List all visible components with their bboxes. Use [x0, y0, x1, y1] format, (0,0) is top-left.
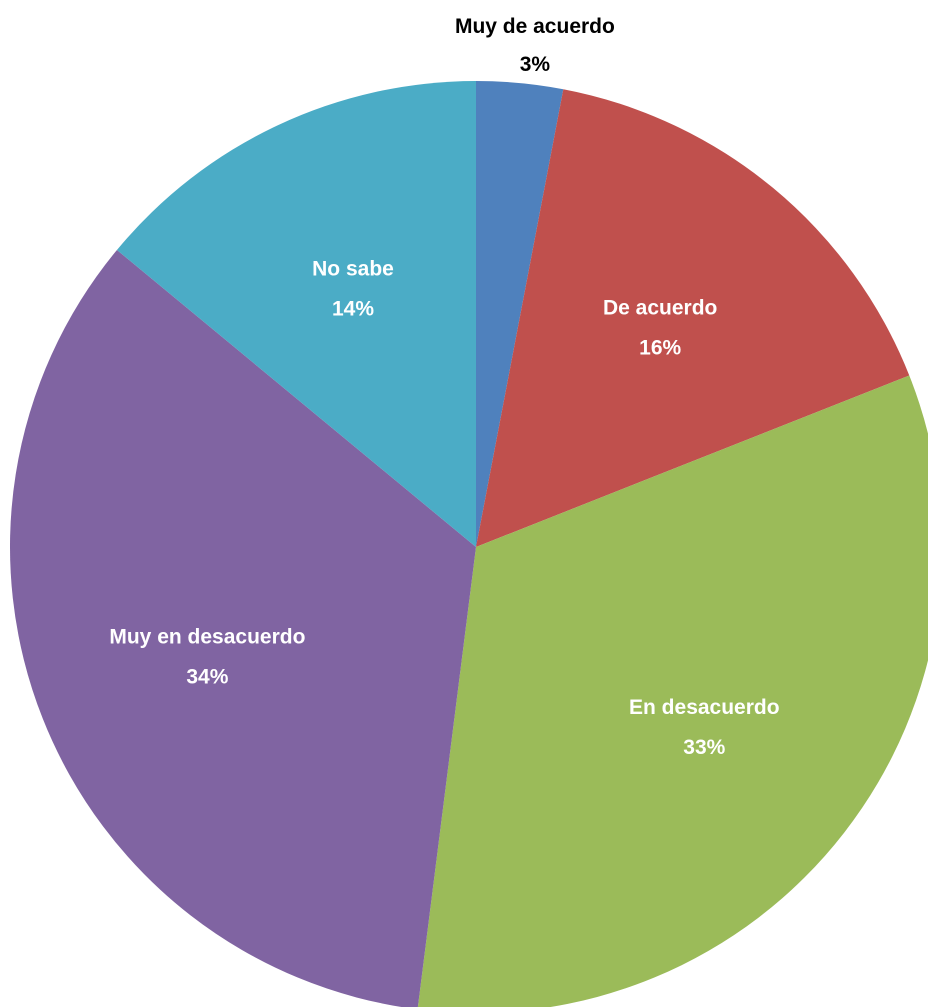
pie-slice-de-acuerdo — [476, 89, 910, 547]
slice-percent-de-acuerdo: 16% — [639, 336, 681, 359]
slice-label-de-acuerdo: De acuerdo — [603, 296, 717, 319]
pie-slices — [9, 81, 928, 1007]
pie-labels: Muy de acuerdo 3% De acuerdo 16% En desacuer… — [109, 15, 779, 759]
slice-percent-muy-de-acuerdo: 3% — [520, 53, 551, 76]
slice-label-muy-de-acuerdo: Muy de acuerdo — [455, 15, 615, 38]
slice-percent-en-desacuerdo: 33% — [683, 736, 725, 759]
slice-percent-no-sabe: 14% — [332, 298, 374, 321]
slice-label-muy-en-desacuerdo: Muy en desacuerdo — [109, 625, 305, 648]
pie-slice-en-desacuerdo — [417, 375, 928, 1007]
pie-slice-muy-en-desacuerdo — [9, 249, 476, 1007]
slice-label-en-desacuerdo: En desacuerdo — [629, 696, 780, 719]
slice-percent-muy-en-desacuerdo: 34% — [186, 665, 228, 688]
slice-label-no-sabe: No sabe — [312, 258, 394, 281]
pie-slice-no-sabe — [116, 81, 476, 547]
pie-slice-muy-de-acuerdo — [476, 81, 564, 547]
